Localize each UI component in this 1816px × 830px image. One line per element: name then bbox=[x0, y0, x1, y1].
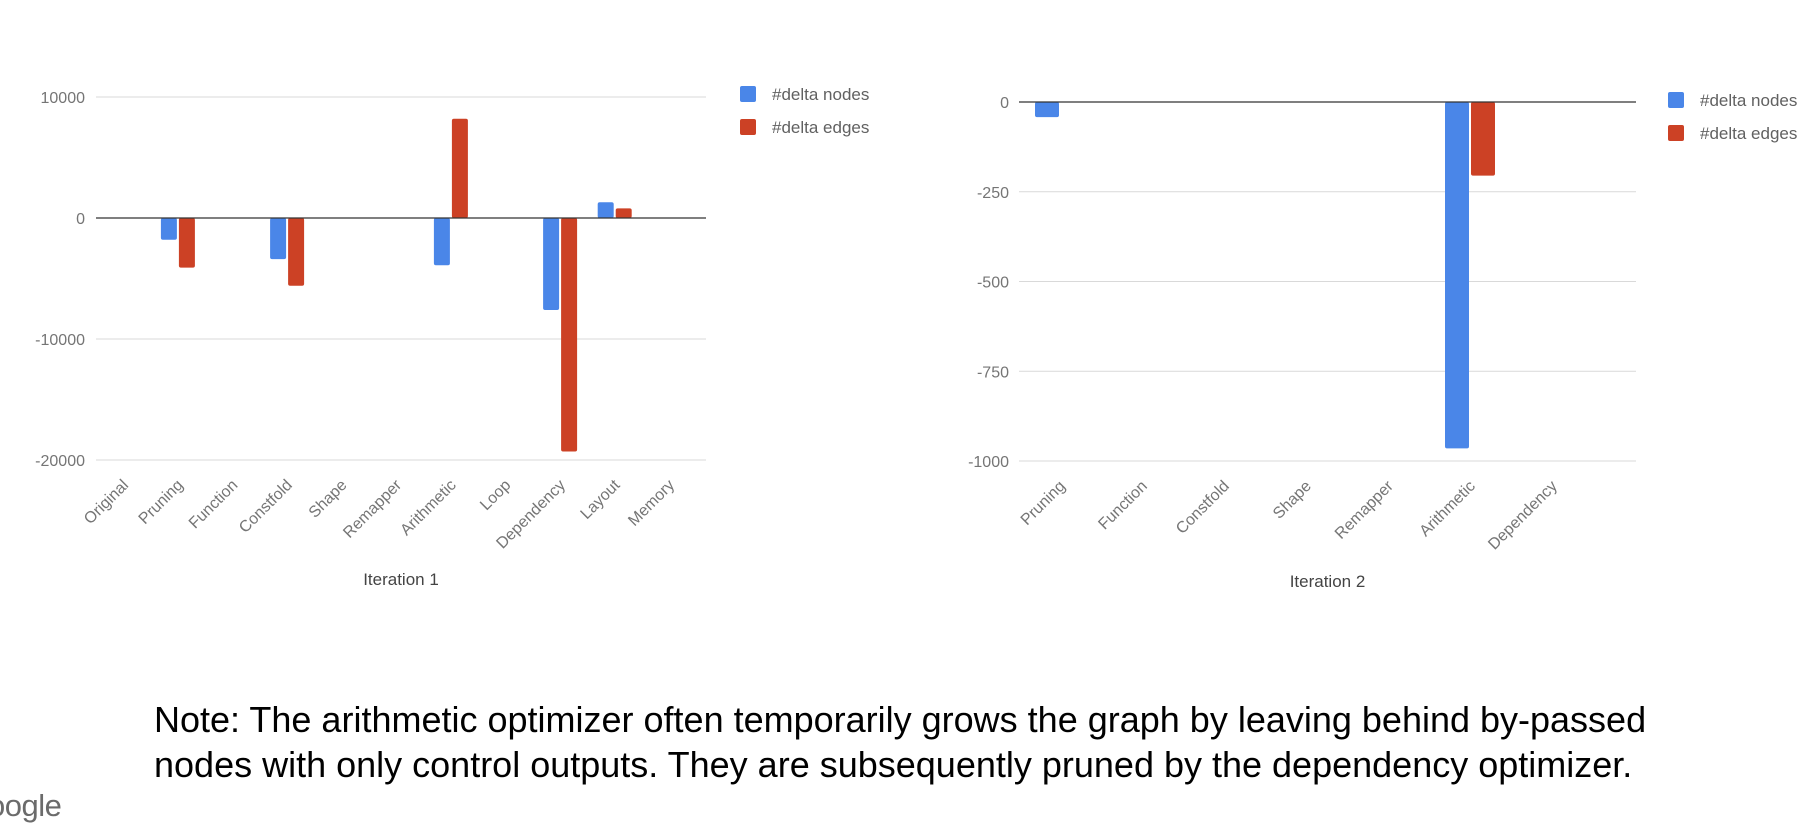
x-tick-label: Arithmetic bbox=[397, 477, 459, 539]
y-tick-label: -250 bbox=[977, 185, 1009, 202]
x-tick-label: Pruning bbox=[136, 477, 187, 528]
x-tick-label: Original bbox=[81, 477, 132, 528]
x-tick-label: Layout bbox=[578, 476, 624, 522]
bar-delta-nodes-constfold bbox=[270, 218, 287, 260]
legend-label: #delta edges bbox=[1700, 124, 1797, 143]
x-tick-label: Remapper bbox=[340, 476, 405, 541]
y-tick-label: -20000 bbox=[35, 453, 85, 470]
y-tick-label: 0 bbox=[76, 211, 85, 228]
y-tick-label: -10000 bbox=[35, 332, 85, 349]
x-tick-label: Constfold bbox=[236, 477, 296, 537]
bar-delta-edges-arithmetic bbox=[451, 118, 468, 218]
chart-iteration-2: 0 -250 -500 -750 -1000 Pruning Function Constfo… bbox=[968, 91, 1797, 591]
bar-delta-nodes-dependency bbox=[543, 218, 560, 310]
legend-swatch-nodes bbox=[1668, 92, 1684, 108]
y-tick-label: 10000 bbox=[41, 90, 86, 107]
y-tick-label: -500 bbox=[977, 275, 1009, 292]
bar-delta-edges-arithmetic bbox=[1471, 102, 1495, 176]
note-line-2: nodes with only control outputs. They ar… bbox=[154, 744, 1633, 785]
x-axis-label: Iteration 1 bbox=[363, 570, 439, 589]
x-tick-label: Arithmetic bbox=[1417, 478, 1479, 540]
y-tick-label: -1000 bbox=[968, 454, 1009, 471]
y-tick-label: -750 bbox=[977, 364, 1009, 381]
bar-delta-nodes-arithmetic bbox=[433, 218, 450, 266]
x-tick-label: Constfold bbox=[1173, 478, 1233, 538]
legend-label: #delta nodes bbox=[1700, 91, 1797, 110]
chart-iteration-1: 10000 0 -10000 -20000 Original Pruning Functio… bbox=[35, 85, 869, 589]
google-logo: oogle bbox=[0, 788, 62, 823]
x-tick-label: Remapper bbox=[1332, 477, 1397, 542]
bar-delta-nodes-pruning bbox=[1035, 102, 1059, 118]
bar-delta-edges-dependency bbox=[561, 218, 578, 452]
note-line-1: Note: The arithmetic optimizer often tem… bbox=[154, 699, 1647, 740]
y-tick-label: 0 bbox=[1000, 95, 1009, 112]
legend-swatch-nodes bbox=[740, 86, 756, 102]
x-tick-label: Pruning bbox=[1018, 478, 1069, 529]
legend-label: #delta edges bbox=[772, 118, 869, 137]
bar-delta-nodes-arithmetic bbox=[1445, 102, 1469, 449]
x-tick-label: Function bbox=[186, 477, 241, 532]
x-tick-label: Function bbox=[1095, 478, 1150, 533]
x-tick-label: Shape bbox=[306, 477, 351, 522]
legend-swatch-edges bbox=[740, 119, 756, 135]
legend-label: #delta nodes bbox=[772, 85, 869, 104]
note-text: Note: The arithmetic optimizer often tem… bbox=[154, 697, 1774, 787]
x-tick-label: Memory bbox=[625, 477, 678, 530]
bar-delta-nodes-layout bbox=[597, 202, 614, 218]
x-axis-label: Iteration 2 bbox=[1290, 572, 1366, 591]
bar-delta-nodes-pruning bbox=[160, 218, 177, 240]
x-tick-label: Shape bbox=[1270, 478, 1315, 523]
bar-delta-edges-constfold bbox=[288, 218, 305, 286]
x-tick-label: Dependency bbox=[1485, 478, 1561, 554]
bar-delta-edges-layout bbox=[615, 208, 632, 218]
legend-swatch-edges bbox=[1668, 125, 1684, 141]
x-tick-label: Loop bbox=[477, 477, 514, 514]
bar-delta-edges-pruning bbox=[178, 218, 195, 268]
